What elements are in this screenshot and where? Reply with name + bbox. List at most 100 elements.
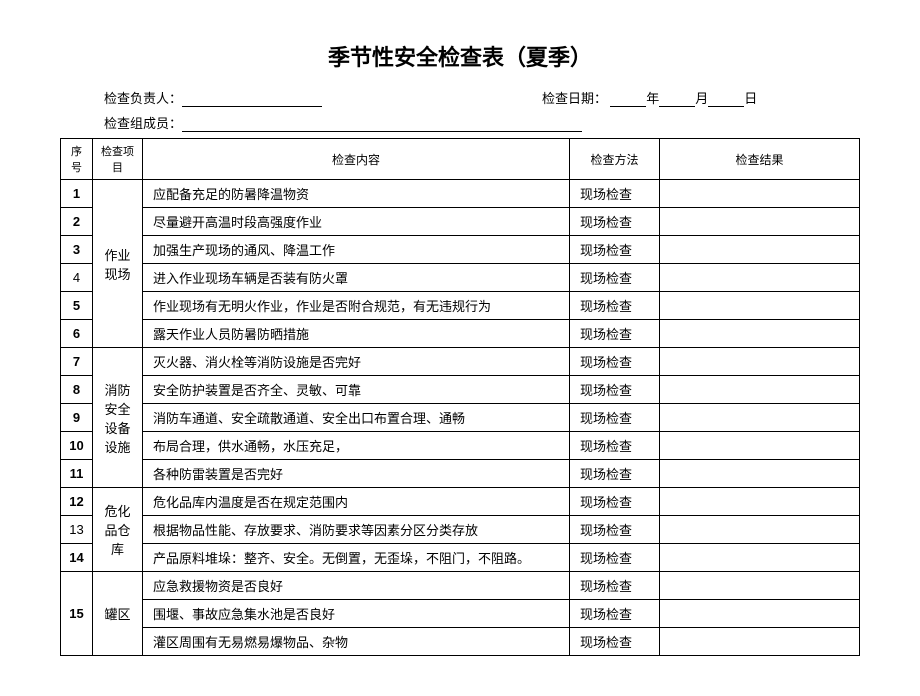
month-suffix: 月 xyxy=(695,91,708,106)
month-blank xyxy=(659,93,695,107)
responsible-label: 检查负责人： xyxy=(104,91,182,106)
item-cell: 作业现场 xyxy=(93,180,143,348)
header-line-2: 检查组成员： xyxy=(60,113,860,132)
result-cell xyxy=(660,460,860,488)
day-suffix: 日 xyxy=(744,91,757,106)
method-cell: 现场检查 xyxy=(570,376,660,404)
method-cell: 现场检查 xyxy=(570,320,660,348)
content-cell: 应配备充足的防暑降温物资 xyxy=(143,180,570,208)
content-cell: 加强生产现场的通风、降温工作 xyxy=(143,236,570,264)
result-cell xyxy=(660,320,860,348)
method-cell: 现场检查 xyxy=(570,460,660,488)
seq-cell: 10 xyxy=(61,432,93,460)
method-cell: 现场检查 xyxy=(570,264,660,292)
content-cell: 危化品库内温度是否在规定范围内 xyxy=(143,488,570,516)
table-row: 6 露天作业人员防暑防晒措施现场检查 xyxy=(61,320,860,348)
content-cell: 围堰、事故应急集水池是否良好 xyxy=(143,600,570,628)
result-cell xyxy=(660,628,860,656)
table-row: 围堰、事故应急集水池是否良好现场检查 xyxy=(61,600,860,628)
content-cell: 消防车通道、安全疏散通道、安全出口布置合理、通畅 xyxy=(143,404,570,432)
content-cell: 各种防雷装置是否完好 xyxy=(143,460,570,488)
method-cell: 现场检查 xyxy=(570,544,660,572)
method-cell: 现场检查 xyxy=(570,404,660,432)
table-header-row: 序号 检查项目 检查内容 检查方法 检查结果 xyxy=(61,139,860,180)
seq-cell: 4 xyxy=(61,264,93,292)
col-content-header: 检查内容 xyxy=(143,139,570,180)
result-cell xyxy=(660,404,860,432)
seq-cell: 3 xyxy=(61,236,93,264)
seq-cell: 9 xyxy=(61,404,93,432)
table-row: 4进入作业现场车辆是否装有防火罩现场检查 xyxy=(61,264,860,292)
col-item-header: 检查项目 xyxy=(93,139,143,180)
result-cell xyxy=(660,236,860,264)
members-blank xyxy=(182,118,582,132)
method-cell: 现场检查 xyxy=(570,348,660,376)
method-cell: 现场检查 xyxy=(570,432,660,460)
result-cell xyxy=(660,432,860,460)
col-seq-header: 序号 xyxy=(61,139,93,180)
seq-cell: 5 xyxy=(61,292,93,320)
method-cell: 现场检查 xyxy=(570,600,660,628)
content-cell: 布局合理，供水通畅，水压充足， xyxy=(143,432,570,460)
method-cell: 现场检查 xyxy=(570,180,660,208)
col-result-header: 检查结果 xyxy=(660,139,860,180)
method-cell: 现场检查 xyxy=(570,628,660,656)
result-cell xyxy=(660,292,860,320)
table-row: 5作业现场有无明火作业，作业是否附合规范，有无违规行为现场检查 xyxy=(61,292,860,320)
content-cell: 产品原料堆垛：整齐、安全。无倒置，无歪垛，不阻门，不阻路。 xyxy=(143,544,570,572)
result-cell xyxy=(660,516,860,544)
content-cell: 灌区周围有无易燃易爆物品、杂物 xyxy=(143,628,570,656)
table-row: 3 加强生产现场的通风、降温工作现场检查 xyxy=(61,236,860,264)
result-cell xyxy=(660,572,860,600)
item-cell: 消防安全设备设施 xyxy=(93,348,143,488)
year-suffix: 年 xyxy=(646,91,659,106)
responsible-blank xyxy=(182,93,322,107)
table-row: 9 消防车通道、安全疏散通道、安全出口布置合理、通畅现场检查 xyxy=(61,404,860,432)
item-cell: 危化品仓库 xyxy=(93,488,143,572)
seq-cell: 15 xyxy=(61,572,93,656)
day-blank xyxy=(708,93,744,107)
method-cell: 现场检查 xyxy=(570,208,660,236)
table-row: 15罐区应急救援物资是否良好现场检查 xyxy=(61,572,860,600)
seq-cell: 11 xyxy=(61,460,93,488)
col-method-header: 检查方法 xyxy=(570,139,660,180)
table-row: 10 布局合理，供水通畅，水压充足，现场检查 xyxy=(61,432,860,460)
result-cell xyxy=(660,208,860,236)
seq-cell: 6 xyxy=(61,320,93,348)
seq-cell: 13 xyxy=(61,516,93,544)
table-row: 13 根据物品性能、存放要求、消防要求等因素分区分类存放现场检查 xyxy=(61,516,860,544)
seq-cell: 1 xyxy=(61,180,93,208)
table-row: 8安全防护装置是否齐全、灵敏、可靠现场检查 xyxy=(61,376,860,404)
content-cell: 安全防护装置是否齐全、灵敏、可靠 xyxy=(143,376,570,404)
content-cell: 应急救援物资是否良好 xyxy=(143,572,570,600)
result-cell xyxy=(660,264,860,292)
seq-cell: 2 xyxy=(61,208,93,236)
page-title: 季节性安全检查表（夏季） xyxy=(60,40,860,72)
table-row: 7消防安全设备设施灭火器、消火栓等消防设施是否完好现场检查 xyxy=(61,348,860,376)
table-row: 11 各种防雷装置是否完好现场检查 xyxy=(61,460,860,488)
table-row: 2 尽量避开高温时段高强度作业现场检查 xyxy=(61,208,860,236)
inspection-table: 序号 检查项目 检查内容 检查方法 检查结果 1作业现场应配备充足的防暑降温物资… xyxy=(60,138,860,656)
method-cell: 现场检查 xyxy=(570,292,660,320)
method-cell: 现场检查 xyxy=(570,488,660,516)
content-cell: 灭火器、消火栓等消防设施是否完好 xyxy=(143,348,570,376)
result-cell xyxy=(660,488,860,516)
date-label: 检查日期： xyxy=(542,91,607,106)
method-cell: 现场检查 xyxy=(570,572,660,600)
seq-cell: 14 xyxy=(61,544,93,572)
content-cell: 根据物品性能、存放要求、消防要求等因素分区分类存放 xyxy=(143,516,570,544)
item-cell: 罐区 xyxy=(93,572,143,656)
content-cell: 尽量避开高温时段高强度作业 xyxy=(143,208,570,236)
table-row: 14 产品原料堆垛：整齐、安全。无倒置，无歪垛，不阻门，不阻路。现场检查 xyxy=(61,544,860,572)
result-cell xyxy=(660,180,860,208)
table-row: 1作业现场应配备充足的防暑降温物资现场检查 xyxy=(61,180,860,208)
members-label: 检查组成员： xyxy=(104,116,182,131)
method-cell: 现场检查 xyxy=(570,516,660,544)
seq-cell: 7 xyxy=(61,348,93,376)
method-cell: 现场检查 xyxy=(570,236,660,264)
result-cell xyxy=(660,376,860,404)
seq-cell: 12 xyxy=(61,488,93,516)
content-cell: 露天作业人员防暑防晒措施 xyxy=(143,320,570,348)
result-cell xyxy=(660,348,860,376)
table-row: 12危化品仓库危化品库内温度是否在规定范围内现场检查 xyxy=(61,488,860,516)
